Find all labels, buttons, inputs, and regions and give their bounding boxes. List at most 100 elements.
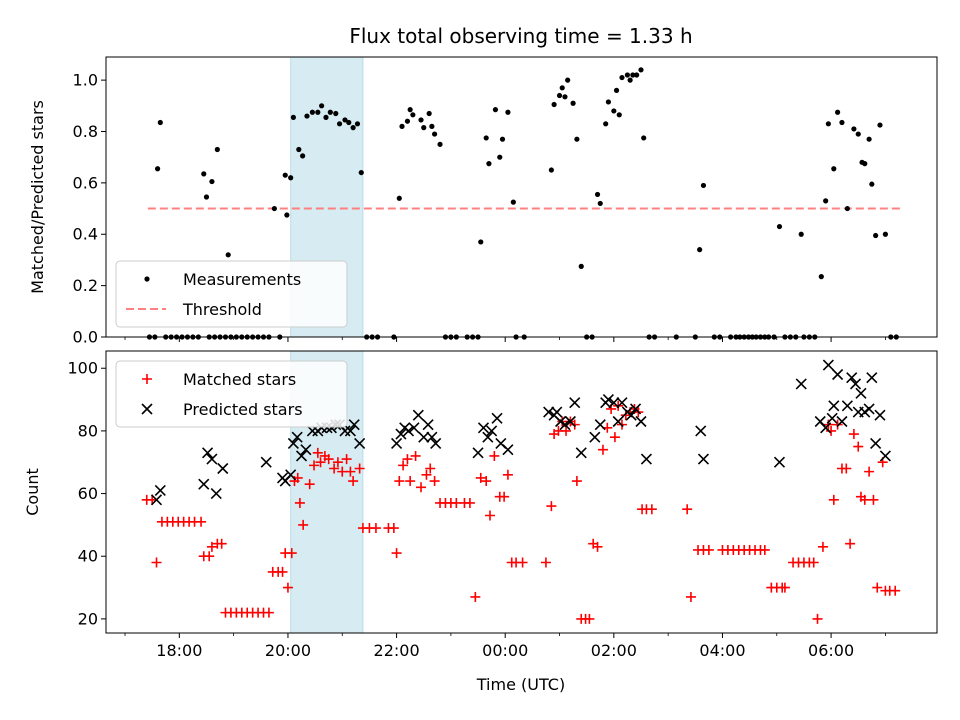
- data-point: [391, 437, 403, 449]
- data-point: [853, 441, 864, 452]
- data-point: [584, 613, 595, 624]
- data-point: [394, 476, 405, 487]
- data-point: [832, 419, 843, 430]
- data-point: [611, 108, 617, 114]
- data-point: [296, 146, 302, 153]
- data-point: [700, 182, 707, 189]
- data-point: [855, 387, 867, 399]
- data-point: [354, 463, 365, 474]
- series-matched-stars: [141, 400, 901, 624]
- legend-label: Matched stars: [183, 370, 296, 389]
- data-point: [319, 103, 325, 109]
- data-point: [437, 141, 443, 147]
- data-point: [327, 109, 333, 115]
- data-point: [348, 419, 360, 431]
- data-point: [551, 406, 563, 418]
- data-point: [505, 109, 511, 115]
- y-tick-label: 0.0: [73, 328, 98, 347]
- legend-box: [115, 360, 348, 428]
- data-point: [398, 460, 409, 471]
- data-point: [214, 146, 220, 153]
- data-point: [548, 167, 554, 173]
- data-point: [869, 181, 875, 187]
- data-point: [408, 422, 420, 434]
- data-point: [481, 476, 492, 487]
- data-point: [578, 263, 584, 269]
- data-point: [416, 482, 427, 493]
- data-point: [870, 437, 882, 449]
- y-tick-label: 0.2: [73, 276, 98, 295]
- data-point: [594, 419, 606, 431]
- data-point: [561, 425, 572, 436]
- data-point: [329, 463, 340, 474]
- data-point: [421, 125, 427, 131]
- data-point: [825, 121, 831, 127]
- y-tick-label: 40: [78, 547, 98, 566]
- data-point: [472, 447, 484, 459]
- x-axis-label: Time (UTC): [476, 675, 565, 694]
- data-point: [309, 460, 320, 471]
- x-tick-label: 22:00: [374, 641, 420, 660]
- data-point: [832, 368, 844, 381]
- data-point: [776, 223, 783, 230]
- data-point: [638, 67, 644, 73]
- legend-marker-plus: [142, 374, 152, 384]
- y-tick-label: 100: [67, 359, 98, 378]
- data-point: [422, 419, 434, 431]
- data-point: [298, 519, 309, 530]
- legend-marker-cross: [141, 403, 153, 415]
- data-point: [157, 119, 163, 126]
- data-point: [846, 372, 858, 384]
- data-point: [625, 409, 637, 421]
- data-point: [154, 166, 161, 172]
- data-point: [209, 178, 215, 185]
- data-point: [492, 107, 499, 113]
- data-point: [206, 453, 218, 465]
- data-point: [697, 247, 703, 253]
- legend-marker-dot: [144, 276, 150, 282]
- plot-frame: [105, 350, 938, 634]
- data-point: [872, 582, 883, 593]
- data-point: [402, 454, 413, 465]
- data-point: [629, 403, 642, 415]
- data-point: [866, 372, 878, 384]
- data-point: [836, 415, 848, 428]
- data-point: [154, 484, 166, 496]
- data-point: [300, 444, 312, 456]
- data-point: [354, 437, 366, 449]
- data-point: [877, 122, 883, 128]
- data-point: [315, 109, 321, 115]
- data-point: [286, 548, 297, 559]
- data-point: [391, 548, 402, 559]
- x-tick-label: 00:00: [482, 641, 528, 660]
- data-point: [795, 378, 807, 390]
- data-point: [342, 117, 348, 123]
- data-point: [634, 72, 640, 78]
- chart-title: Flux total observing time = 1.33 h: [349, 24, 692, 48]
- data-point: [844, 205, 850, 212]
- data-point: [201, 171, 207, 177]
- top-panel: 0.0 0.2 0.4 0.6 0.8 1.0 Measurements Threshold: [73, 56, 938, 347]
- y-tick-label: 60: [78, 484, 98, 503]
- data-point: [345, 466, 356, 477]
- data-point: [826, 412, 838, 424]
- data-point: [277, 566, 288, 577]
- data-point: [486, 425, 498, 437]
- data-point: [640, 453, 652, 465]
- data-point: [323, 114, 329, 120]
- data-point: [849, 378, 862, 390]
- data-point: [426, 431, 438, 443]
- data-point: [812, 613, 823, 624]
- y-tick-label: 1.0: [73, 71, 98, 90]
- data-point: [562, 94, 568, 100]
- data-point: [641, 135, 647, 141]
- data-point: [603, 121, 609, 127]
- data-point: [358, 169, 364, 176]
- data-point: [206, 541, 217, 552]
- data-point: [868, 494, 879, 505]
- data-point: [798, 231, 804, 237]
- legend-box: [115, 260, 348, 328]
- data-point: [304, 479, 315, 490]
- data-point: [312, 447, 323, 458]
